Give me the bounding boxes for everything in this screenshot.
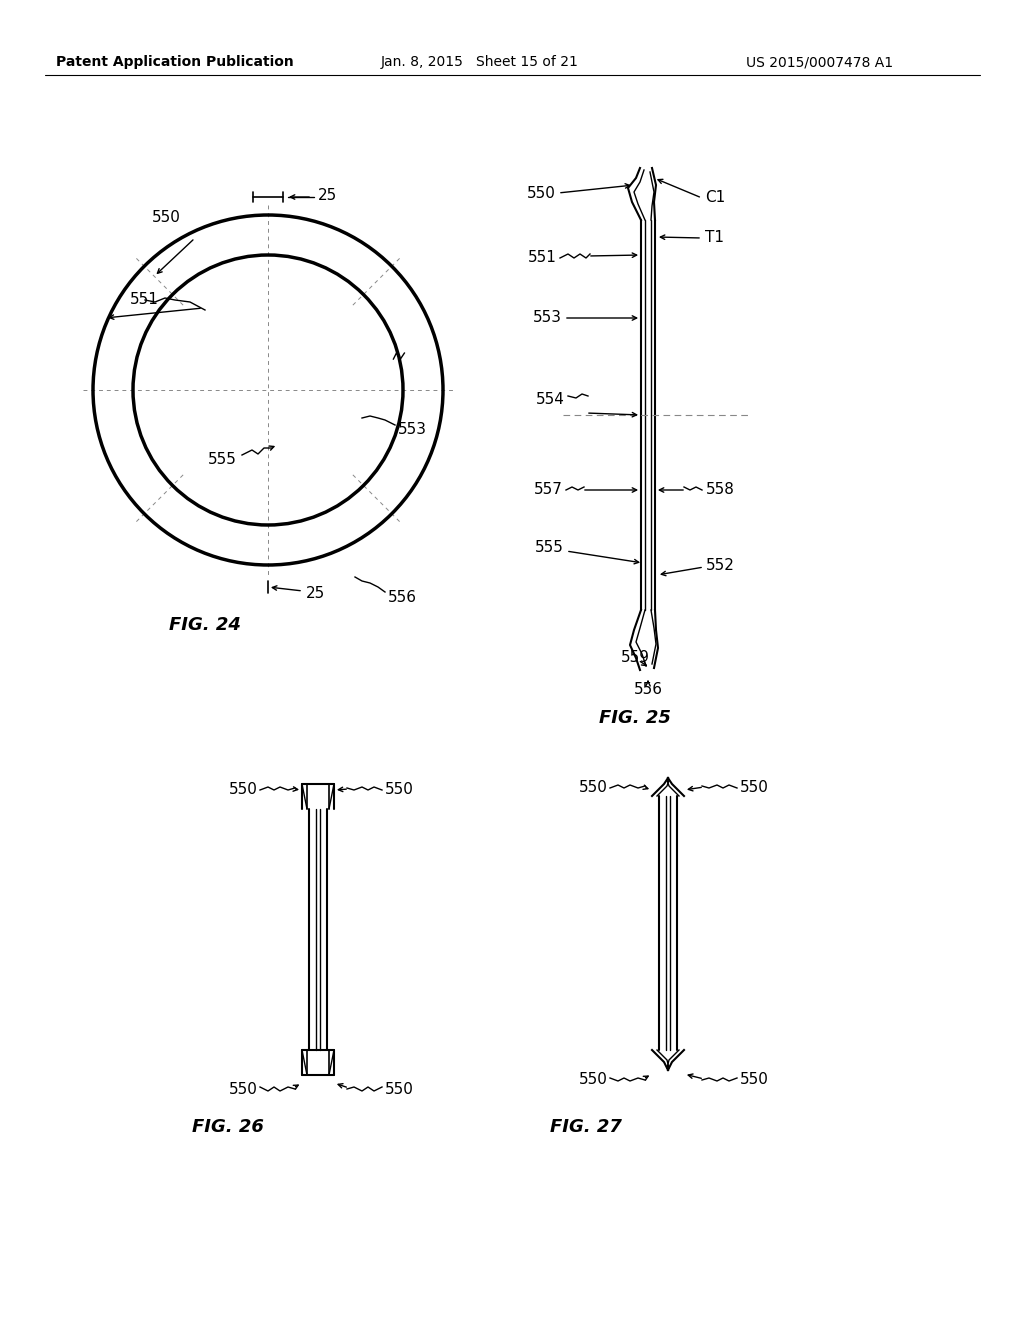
Text: 550: 550 <box>152 210 181 226</box>
Text: Jan. 8, 2015   Sheet 15 of 21: Jan. 8, 2015 Sheet 15 of 21 <box>381 55 579 69</box>
Text: 550: 550 <box>580 780 608 796</box>
Text: 554: 554 <box>537 392 565 408</box>
Text: US 2015/0007478 A1: US 2015/0007478 A1 <box>746 55 894 69</box>
Text: 559: 559 <box>621 651 649 665</box>
Text: 555: 555 <box>536 540 564 556</box>
Text: 553: 553 <box>534 310 562 326</box>
Text: Patent Application Publication: Patent Application Publication <box>56 55 294 69</box>
Text: FIG. 26: FIG. 26 <box>193 1118 264 1137</box>
Text: 550: 550 <box>740 780 769 796</box>
Text: 550: 550 <box>229 783 258 797</box>
Text: 557: 557 <box>535 483 563 498</box>
Text: 25: 25 <box>318 187 337 202</box>
Text: 551: 551 <box>130 293 159 308</box>
Text: 555: 555 <box>208 453 237 467</box>
Text: 550: 550 <box>229 1082 258 1097</box>
Text: 558: 558 <box>706 483 735 498</box>
Text: 550: 550 <box>385 1082 414 1097</box>
Text: 25: 25 <box>306 586 326 601</box>
Text: 551: 551 <box>528 251 557 265</box>
Text: 550: 550 <box>740 1072 769 1088</box>
Text: 552: 552 <box>706 557 735 573</box>
Text: FIG. 27: FIG. 27 <box>550 1118 622 1137</box>
Text: 550: 550 <box>385 783 414 797</box>
Text: FIG. 24: FIG. 24 <box>169 616 241 634</box>
Text: 550: 550 <box>580 1072 608 1088</box>
Text: FIG. 25: FIG. 25 <box>599 709 671 727</box>
Text: 556: 556 <box>634 682 663 697</box>
Text: 556: 556 <box>388 590 417 605</box>
Text: C1: C1 <box>705 190 725 206</box>
Text: 550: 550 <box>527 186 556 201</box>
Text: 553: 553 <box>398 422 427 437</box>
Text: T1: T1 <box>705 231 724 246</box>
